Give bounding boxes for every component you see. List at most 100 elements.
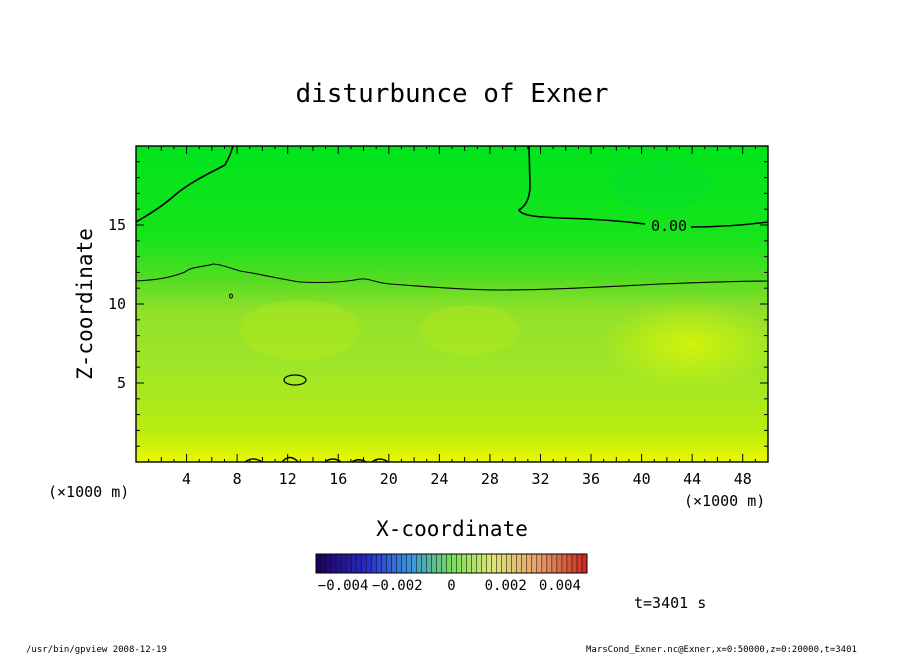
contour-label: 0.00 [651,217,687,235]
time-label: t=3401 s [634,594,706,612]
colorbar-stripe [446,554,452,573]
colorbar-stripe [486,554,492,573]
colorbar-stripe [546,554,552,573]
x-tick-label: 28 [481,470,499,488]
plot-area [136,146,768,462]
field-patch-right [600,300,768,390]
x-axis-label: X-coordinate [376,517,528,541]
colorbar-stripe [331,554,337,573]
colorbar-stripe [431,554,437,573]
colorbar-stripe [366,554,372,573]
contour-bottom-ripple [244,456,389,462]
colorbar-stripe [361,554,367,573]
colorbar-stripe [401,554,407,573]
colorbar-stripe [396,554,402,573]
chart-title: disturbunce of Exner [295,79,608,109]
colorbar-stripe [466,554,472,573]
colorbar-labels: −0.004 −0.002 0 0.002 0.004 [318,578,581,594]
colorbar-stripe [386,554,392,573]
colorbar-stripe [451,554,457,573]
x-unit-left: (×1000 m) [48,483,129,501]
colorbar-stripe [346,554,352,573]
y-axis-label: Z-coordinate [73,228,97,380]
colorbar-stripe [391,554,397,573]
colorbar-stripe [496,554,502,573]
x-tick-label: 32 [531,470,549,488]
contour-zero-left [136,146,234,223]
colorbar-tick-label: 0.002 [485,578,527,594]
footer-right: MarsCond_Exner.nc@Exner,x=0:50000,z=0:20… [586,645,857,654]
colorbar-stripe [371,554,377,573]
colorbar-stripe [356,554,362,573]
colorbar-stripe [476,554,482,573]
colorbar-stripe [581,554,587,573]
x-tick-label: 20 [380,470,398,488]
y-tick-label: 15 [108,216,126,234]
y-tick-label: 5 [117,374,126,392]
x-tick-label: 12 [279,470,297,488]
colorbar-stripes [315,554,587,573]
colorbar-stripe [511,554,517,573]
colorbar-tick-label: −0.002 [372,578,423,594]
colorbar-stripe [516,554,522,573]
x-tick-label: 40 [633,470,651,488]
colorbar-stripe [316,554,322,573]
colorbar-stripe [421,554,427,573]
colorbar-stripe [326,554,332,573]
colorbar: −0.004 −0.002 0 0.002 0.004 [315,553,588,594]
contour-mid [136,263,768,291]
x-tick-label: 8 [233,470,242,488]
footer-left: /usr/bin/gpview 2008-12-19 [26,645,167,654]
x-tick-label: 44 [683,470,701,488]
field-patch-mid [420,305,520,355]
colorbar-stripe [501,554,507,573]
colorbar-tick-label: 0 [447,578,455,594]
colorbar-frame [315,553,588,574]
x-tick-label: 48 [734,470,752,488]
x-tick-label: 36 [582,470,600,488]
colorbar-tick-label: −0.004 [318,578,369,594]
field-patch-left [240,300,360,360]
colorbar-stripe [351,554,357,573]
colorbar-stripe [436,554,442,573]
x-unit-right: (×1000 m) [684,492,765,510]
colorbar-stripe [341,554,347,573]
colorbar-stripe [526,554,532,573]
colorbar-stripe [441,554,447,573]
colorbar-stripe [406,554,412,573]
contour-small-ring [283,374,307,386]
colorbar-stripe [471,554,477,573]
colorbar-stripe [491,554,497,573]
contour-zero-right [517,146,768,228]
colorbar-stripe [521,554,527,573]
colorbar-stripe [481,554,487,573]
colorbar-stripe [576,554,582,573]
colorbar-stripe [461,554,467,573]
colorbar-stripe [551,554,557,573]
x-tick-label: 24 [430,470,448,488]
colorbar-stripe [571,554,577,573]
colorbar-stripe [416,554,422,573]
field-patch-green-top [610,160,710,210]
colorbar-stripe [456,554,462,573]
x-axis: 4 8 12 16 20 24 28 32 36 40 44 48 [148,146,756,488]
y-axis: 5 10 15 [108,161,768,447]
colorbar-stripe [566,554,572,573]
colorbar-stripe [336,554,342,573]
colorbar-tick-label: 0.004 [539,578,581,594]
y-tick-label: 10 [108,295,126,313]
colorbar-stripe [531,554,537,573]
x-tick-label: 16 [329,470,347,488]
colorbar-stripe [321,554,327,573]
colorbar-stripe [381,554,387,573]
x-tick-label: 4 [182,470,191,488]
colorbar-stripe [556,554,562,573]
colorbar-stripe [376,554,382,573]
colorbar-stripe [506,554,512,573]
contour-dot [229,293,233,299]
colorbar-stripe [536,554,542,573]
colorbar-stripe [541,554,547,573]
colorbar-stripe [411,554,417,573]
colorbar-stripe [426,554,432,573]
